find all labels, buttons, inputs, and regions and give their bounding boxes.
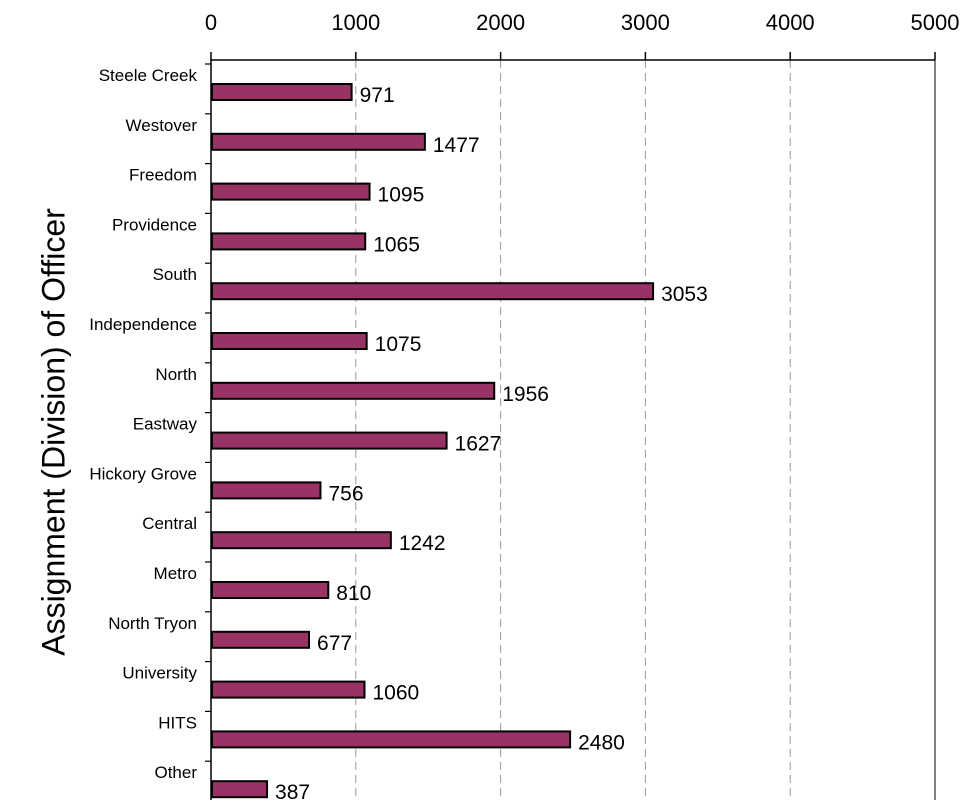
bar [211,83,353,101]
bar [211,630,311,649]
data-label: 1065 [373,233,420,256]
category-label: Hickory Grove [89,464,197,483]
bars [211,83,655,799]
data-label: 1095 [378,184,425,207]
x-tick-label: 4000 [766,10,815,35]
x-tick-labels: 0 1000 2000 3000 4000 5000 [205,10,960,35]
data-label: 971 [360,84,395,107]
axes [205,52,936,800]
category-label: North Tryon [108,614,197,633]
category-label: Eastway [133,415,198,434]
category-label: Other [154,763,197,782]
bar [211,581,330,599]
data-label: 756 [328,482,363,505]
category-label: Providence [112,215,197,234]
bar [211,531,392,550]
bar [211,132,426,151]
category-label: HITS [158,713,197,732]
data-label: 1060 [372,682,419,705]
bar [211,431,448,450]
category-labels: Steele Creek Westover Freedom Providence Sou… [89,66,197,782]
bar [211,481,322,500]
category-label: Freedom [129,166,197,185]
data-label: 810 [336,582,371,605]
data-label: 1477 [433,134,480,157]
category-label: Central [142,514,197,533]
x-tick-label: 0 [205,10,217,35]
category-label: South [153,265,197,284]
data-label: 1242 [399,532,446,555]
bar [211,182,371,201]
category-label: Westover [126,116,198,135]
bar [211,332,368,350]
x-tick-label: 5000 [911,10,960,35]
bar [211,282,655,301]
category-label: Metro [154,564,197,583]
category-label: University [122,664,197,683]
category-label: North [155,365,197,384]
y-axis-title: Assignment (Division) of Officer [35,208,71,656]
data-label: 1627 [455,433,502,456]
data-label: 677 [317,632,352,655]
x-tick-label: 3000 [621,10,670,35]
data-label: 387 [275,781,310,804]
category-label: Independence [89,315,197,334]
data-label: 1956 [502,383,549,406]
bar [211,680,366,699]
bar [211,780,269,799]
category-label: Steele Creek [99,66,198,85]
bar [211,730,572,749]
data-label: 2480 [578,731,625,754]
data-labels: 971 1477 1095 1065 3053 1075 1956 1627 756 1242 81… [275,84,708,804]
x-tick-label: 1000 [331,10,380,35]
data-label: 3053 [661,283,708,306]
data-label: 1075 [375,333,422,356]
x-tick-label: 2000 [476,10,525,35]
bar [211,381,496,400]
bar [211,232,367,251]
